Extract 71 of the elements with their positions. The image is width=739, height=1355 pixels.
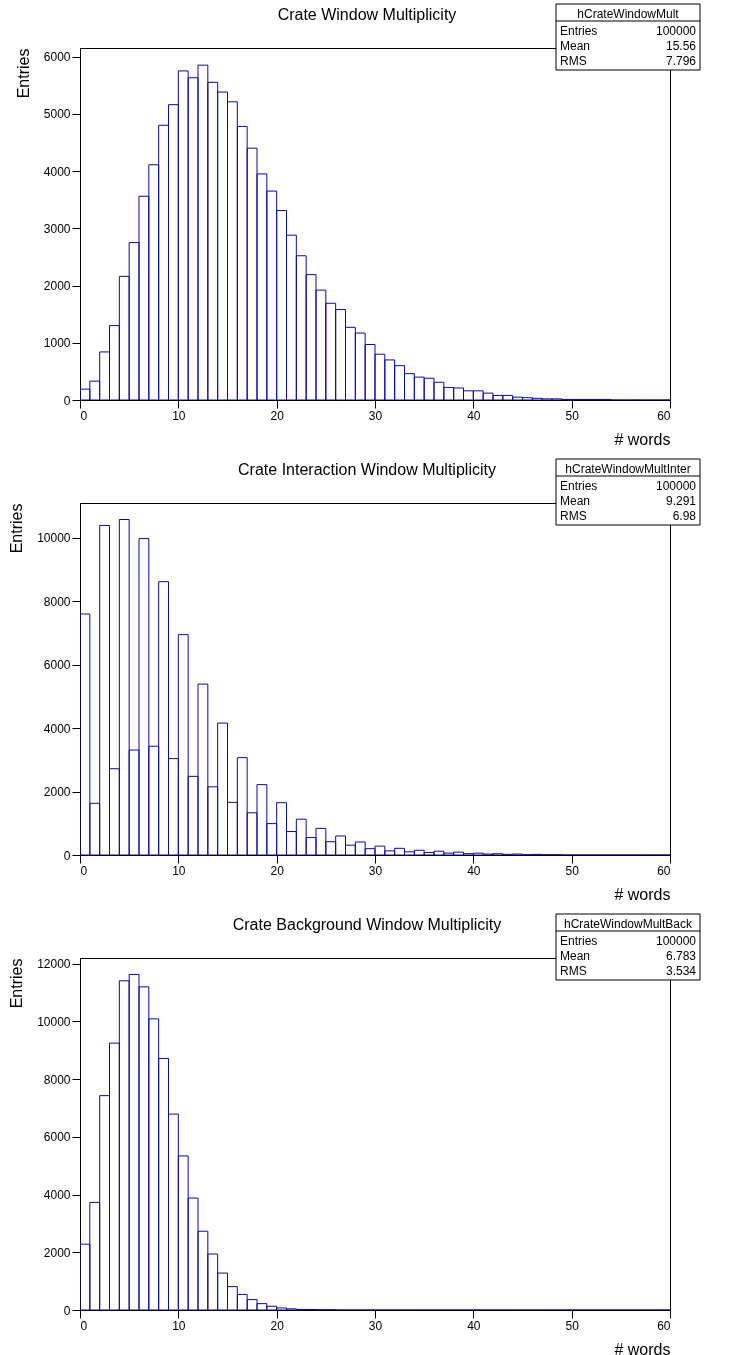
text: hCrateWindowMult: [577, 6, 680, 21]
x-tick-label: 0: [80, 408, 88, 423]
x-tick-label: 10: [172, 408, 186, 423]
x-axis-title: # words: [614, 1340, 671, 1355]
y-tick-label: 6000: [43, 1130, 71, 1145]
text: Entries: [560, 478, 598, 493]
y-tick-label: 0: [63, 848, 71, 863]
x-tick-label: 20: [270, 408, 285, 423]
y-tick-label: 6000: [43, 658, 71, 673]
y-tick-label: 4000: [43, 164, 71, 179]
text: hCrateWindowMultBack: [563, 916, 694, 931]
annotation: 9.291: [665, 493, 697, 508]
x-axis-title: # words: [614, 885, 671, 903]
text: 6.98: [672, 508, 697, 523]
y-tick-label: 6000: [43, 50, 71, 65]
x-tick-label: 20: [270, 1318, 285, 1333]
x-tick-label: 30: [368, 863, 383, 878]
x-tick-label: 20: [270, 863, 285, 878]
y-axis-title: Entries: [8, 958, 26, 1009]
text: 100000: [655, 933, 697, 948]
y-tick-label: 8000: [43, 1072, 71, 1087]
x-tick-label: 0: [80, 863, 88, 878]
x-tick-label: 10: [172, 1318, 186, 1333]
annotation: RMS: [560, 508, 587, 523]
x-tick-label: 40: [467, 1318, 481, 1333]
annotation: 3.534: [665, 963, 697, 978]
y-tick-label: 2000: [43, 785, 71, 800]
y-tick-label: 1000: [43, 336, 71, 351]
y-tick-label: 4000: [43, 721, 71, 736]
y-axis-title: Entries: [8, 503, 26, 554]
x-tick-label: 40: [467, 863, 481, 878]
x-tick-label: 50: [565, 1318, 580, 1333]
text: hCrateWindowMultInter: [565, 461, 691, 476]
annotation: Mean: [560, 493, 591, 508]
annotation: Mean: [560, 38, 591, 53]
text: Entries: [560, 23, 598, 38]
annotation: 6.783: [665, 948, 697, 963]
x-tick-label: 60: [657, 863, 671, 878]
annotation: 7.796: [665, 53, 697, 68]
y-tick-label: 2000: [43, 279, 71, 294]
y-tick-label: 8000: [43, 594, 71, 609]
annotation: RMS: [560, 963, 587, 978]
y-tick-label: 2000: [43, 1245, 71, 1260]
x-tick-label: 60: [657, 1318, 671, 1333]
text: 100000: [655, 478, 697, 493]
x-tick-label: 30: [368, 408, 383, 423]
x-tick-label: 50: [565, 408, 580, 423]
x-tick-label: 0: [80, 1318, 88, 1333]
annotation: RMS: [560, 53, 587, 68]
y-tick-label: 3000: [43, 221, 71, 236]
x-tick-label: 50: [565, 863, 580, 878]
x-axis-title: # words: [614, 430, 671, 448]
x-tick-label: 40: [467, 408, 481, 423]
chart-title: Crate Interaction Window Multiplicity: [238, 461, 496, 478]
y-tick-label: 5000: [43, 107, 71, 122]
chart-title: Crate Window Multiplicity: [277, 6, 457, 23]
text: Entries: [560, 933, 598, 948]
text: 100000: [655, 23, 697, 38]
x-tick-label: 30: [368, 1318, 383, 1333]
y-tick-label: 0: [63, 393, 71, 408]
y-axis-title: Entries: [14, 48, 32, 99]
y-tick-label: 4000: [43, 1188, 71, 1203]
y-tick-label: 10000: [37, 1014, 71, 1029]
annotation: 15.56: [665, 38, 697, 53]
chart-title: Crate Background Window Multiplicity: [232, 916, 502, 933]
x-tick-label: 10: [172, 863, 186, 878]
y-tick-label: 10000: [37, 531, 71, 546]
y-tick-label: 12000: [37, 957, 71, 972]
x-tick-label: 60: [657, 408, 671, 423]
annotation: Mean: [560, 948, 591, 963]
y-tick-label: 0: [63, 1303, 71, 1318]
